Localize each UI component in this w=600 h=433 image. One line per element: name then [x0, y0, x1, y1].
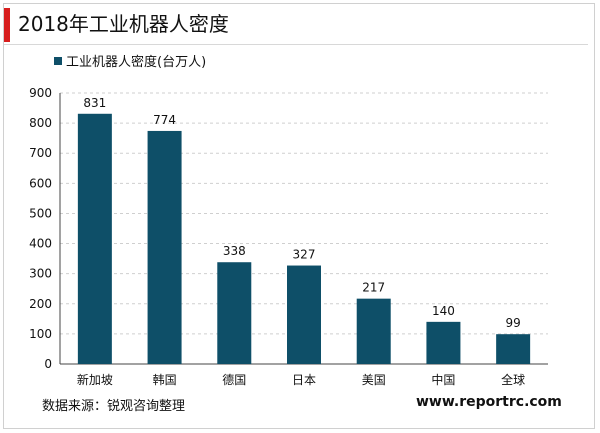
data-label: 217 — [362, 281, 385, 295]
x-tick-label: 美国 — [362, 373, 386, 387]
y-tick-label: 600 — [29, 176, 52, 190]
y-tick-label: 300 — [29, 267, 52, 281]
data-label: 140 — [432, 304, 455, 318]
bar — [287, 265, 321, 364]
title-accent-bar — [4, 8, 10, 42]
data-label: 99 — [506, 316, 521, 330]
y-tick-label: 800 — [29, 116, 52, 130]
bar — [77, 113, 112, 364]
data-label: 831 — [83, 96, 106, 110]
bar — [147, 130, 182, 364]
y-tick-label: 700 — [29, 146, 52, 160]
page-title: 2018年工业机器人密度 — [18, 12, 229, 36]
x-tick-label: 韩国 — [153, 372, 177, 387]
legend-label: 工业机器人密度(台万人) — [66, 54, 206, 70]
y-tick-label: 200 — [29, 297, 52, 311]
bar — [217, 262, 252, 364]
data-label: 327 — [293, 248, 316, 262]
x-tick-label: 日本 — [292, 373, 316, 387]
x-tick-label: 德国 — [222, 372, 246, 387]
bar — [356, 298, 391, 364]
x-tick-label: 新加坡 — [77, 372, 113, 387]
y-tick-label: 100 — [29, 327, 52, 341]
x-tick-label: 中国 — [431, 372, 455, 387]
bar — [496, 334, 531, 364]
y-tick-label: 400 — [29, 237, 52, 251]
website-label: www.reportrc.com — [416, 394, 562, 410]
x-tick-label: 全球 — [501, 372, 525, 387]
y-tick-label: 0 — [44, 357, 52, 371]
legend-swatch — [54, 57, 62, 65]
data-source: 数据来源：锐观咨询整理 — [42, 399, 186, 414]
y-tick-label: 900 — [29, 86, 52, 100]
title-divider — [4, 44, 588, 45]
y-tick-label: 500 — [29, 206, 52, 220]
bar — [426, 321, 461, 364]
data-label: 774 — [153, 113, 176, 127]
data-label: 338 — [223, 244, 246, 258]
